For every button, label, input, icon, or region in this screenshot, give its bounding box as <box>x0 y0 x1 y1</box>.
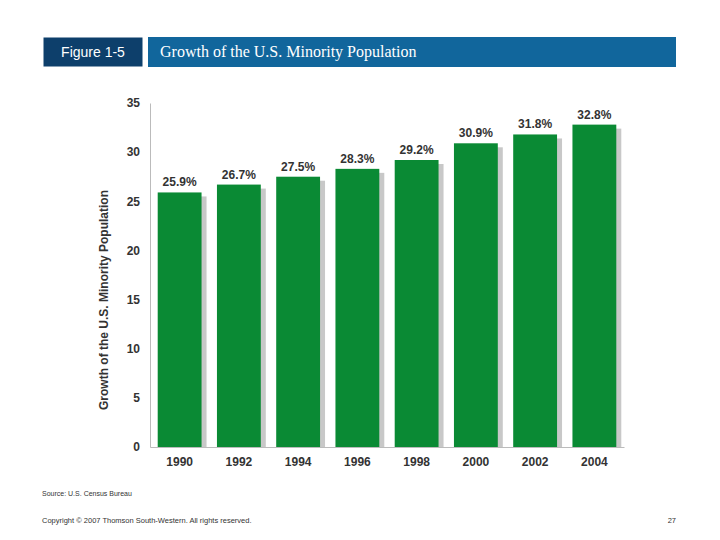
x-tick: 1992 <box>226 447 253 469</box>
figure-label-box <box>43 37 143 67</box>
y-tick-label: 30 <box>127 145 141 159</box>
figure-label: Figure 1-5 <box>61 44 125 60</box>
x-axis-line <box>151 447 625 448</box>
y-tick: 20 <box>127 244 150 258</box>
title-bar <box>148 37 676 67</box>
data-label: 25.9% <box>163 175 197 189</box>
bar <box>276 177 320 447</box>
y-axis: 0 5 10 15 20 25 30 35 <box>127 96 151 454</box>
data-label: 32.8% <box>577 108 611 122</box>
y-axis-line <box>150 104 151 448</box>
y-axis-title: Growth of the U.S. Minority Population <box>97 190 111 410</box>
x-axis: 1990 1992 1994 1996 1998 2000 2002 2004 <box>151 447 625 469</box>
chart: Figure 1-5 Growth of the U.S. Minority Po… <box>0 0 720 540</box>
bar <box>217 185 261 447</box>
y-tick: 30 <box>127 145 150 159</box>
x-tick-label: 1996 <box>344 455 371 469</box>
x-tick-label: 1990 <box>166 455 193 469</box>
x-tick: 1998 <box>403 447 430 469</box>
x-tick: 2004 <box>581 447 608 469</box>
bar <box>158 192 202 447</box>
x-tick: 2000 <box>463 447 490 469</box>
y-tick: 35 <box>127 96 150 110</box>
data-label: 29.2% <box>400 143 434 157</box>
data-label: 27.5% <box>281 160 315 174</box>
x-tick-label: 2002 <box>522 455 549 469</box>
data-label: 26.7% <box>222 168 256 182</box>
x-tick: 1996 <box>344 447 371 469</box>
bars <box>158 125 622 447</box>
y-tick-label: 10 <box>127 342 141 356</box>
bar <box>513 134 557 447</box>
x-tick-label: 2000 <box>463 455 490 469</box>
y-tick: 0 <box>133 440 150 454</box>
x-tick-label: 1992 <box>226 455 253 469</box>
y-tick: 25 <box>127 195 150 209</box>
data-label: 30.9% <box>459 126 493 140</box>
data-labels: 25.9% 26.7% 27.5% 28.3% 29.2% 30.9% 31.8% 32.8% <box>163 108 612 190</box>
data-label: 31.8% <box>518 117 552 131</box>
y-tick-label: 0 <box>133 440 140 454</box>
x-tick-label: 1998 <box>403 455 430 469</box>
data-label: 28.3% <box>340 152 374 166</box>
x-tick: 1994 <box>285 447 312 469</box>
bar <box>395 160 439 447</box>
y-tick-label: 35 <box>127 96 141 110</box>
x-tick-label: 1994 <box>285 455 312 469</box>
copyright: Copyright © 2007 Thomson South-Western. … <box>42 516 252 525</box>
x-tick: 2002 <box>522 447 549 469</box>
title: Growth of the U.S. Minority Population <box>160 43 416 61</box>
x-tick: 1990 <box>166 447 193 469</box>
page-number: 27 <box>668 516 676 525</box>
y-tick-label: 25 <box>127 195 141 209</box>
y-tick: 10 <box>127 342 150 356</box>
y-tick-label: 5 <box>133 391 140 405</box>
y-tick: 15 <box>127 293 150 307</box>
y-tick-label: 15 <box>127 293 141 307</box>
bar <box>572 125 616 447</box>
y-tick: 5 <box>133 391 150 405</box>
bar <box>335 169 379 447</box>
source: Source: U.S. Census Bureau <box>42 490 132 497</box>
x-tick-label: 2004 <box>581 455 608 469</box>
y-tick-label: 20 <box>127 244 141 258</box>
bar <box>454 143 498 447</box>
